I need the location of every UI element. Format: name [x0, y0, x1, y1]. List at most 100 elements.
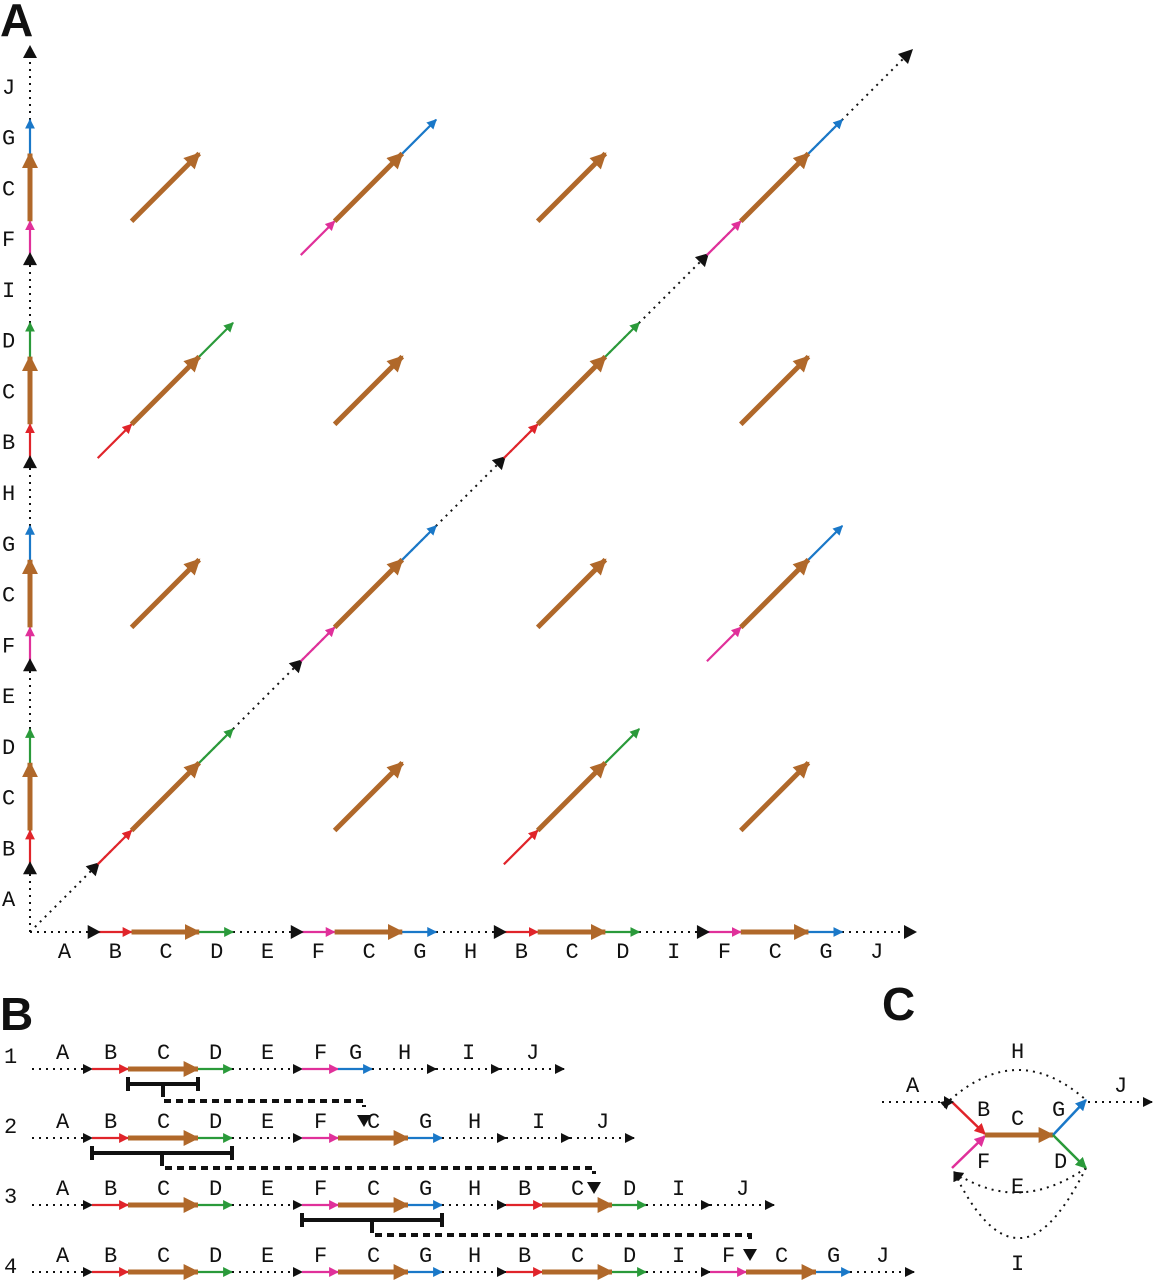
y-label-c: C	[2, 177, 15, 202]
edge-b	[951, 1101, 986, 1135]
y-label-a: A	[2, 888, 16, 913]
label-b: B	[977, 1098, 990, 1123]
row1-insert-link-insert-marker	[357, 1115, 371, 1127]
edge-g	[1052, 1099, 1087, 1136]
row4-label-e: E	[261, 1244, 274, 1269]
row-number-1: 1	[4, 1045, 17, 1070]
match-g-15-15	[807, 118, 844, 155]
match-b-1-9	[96, 423, 133, 459]
repeat-graph-panel: A B C G J H F D E I	[882, 1040, 1153, 1277]
match-c-14-14	[739, 151, 811, 223]
match-c-14-2	[739, 761, 811, 833]
x-label-g: G	[819, 940, 832, 965]
match-c-6-10	[332, 354, 405, 427]
x-axis-end-arrow	[904, 925, 917, 939]
y-label-d: D	[2, 330, 15, 355]
diagonal-junction-marker	[288, 659, 303, 674]
match-c-10-14	[535, 151, 608, 223]
match-c-2-6	[129, 557, 201, 630]
label-h: H	[1011, 1040, 1024, 1065]
x-label-g: G	[413, 940, 426, 965]
match-c-6-2	[332, 761, 405, 833]
x-label-i: I	[667, 940, 680, 965]
x-label-f: F	[312, 940, 325, 965]
diagonal-junction-marker	[694, 253, 709, 268]
diagonal-end-arrow	[898, 49, 913, 64]
y-axis-end-arrow	[23, 45, 37, 58]
x-junction-marker	[696, 925, 710, 939]
label-c: C	[1011, 1107, 1024, 1132]
label-a: A	[906, 1074, 920, 1099]
row4-label-f: F	[314, 1244, 327, 1269]
x-junction-marker	[493, 925, 507, 939]
edge-i	[953, 1167, 1087, 1240]
row1-copy-bracket	[126, 1077, 200, 1092]
row2-copy-bracket	[90, 1146, 234, 1161]
label-g: G	[1052, 1098, 1065, 1123]
match-c-14-10	[739, 354, 811, 427]
row3-insert-link-insert-marker	[743, 1249, 757, 1261]
match-b-9-9	[503, 423, 539, 459]
row4-label-g: G	[419, 1244, 432, 1269]
match-b-1-1	[96, 829, 133, 866]
y-label-g: G	[2, 533, 15, 558]
y-label-h: H	[2, 482, 15, 507]
row4-label-b: B	[104, 1244, 117, 1269]
junction-left	[944, 1096, 954, 1108]
y-label-d: D	[2, 736, 15, 761]
row1-label-a: A	[56, 1041, 70, 1066]
y-label-b: B	[2, 837, 15, 862]
match-f-5-13	[299, 220, 336, 256]
row3-label-g: G	[419, 1177, 432, 1202]
x-label-e: E	[261, 940, 274, 965]
match-c-6-14	[332, 151, 405, 223]
x-label-c: C	[159, 940, 172, 965]
row3-label-d: D	[623, 1177, 636, 1202]
row1-label-e: E	[261, 1041, 274, 1066]
row3-label-c: C	[157, 1177, 170, 1202]
row4-label-c: C	[367, 1244, 380, 1269]
edge-d	[1052, 1134, 1087, 1169]
y-label-f: F	[2, 228, 15, 253]
row3-insert-link	[370, 1226, 752, 1241]
x-label-d: D	[616, 940, 629, 965]
row4-label-a: A	[56, 1244, 70, 1269]
row3-label-h: H	[468, 1177, 481, 1202]
row2-label-j: J	[596, 1110, 609, 1135]
y-label-b: B	[2, 431, 15, 456]
match-c-10-6	[535, 557, 608, 630]
label-i: I	[1011, 1252, 1024, 1277]
row2-insert-link	[160, 1159, 596, 1174]
x-label-a: A	[58, 940, 72, 965]
y-label-g: G	[2, 127, 15, 152]
row4-label-j: J	[876, 1244, 889, 1269]
y-label-f: F	[2, 634, 15, 659]
diagonal-junction-marker	[491, 456, 506, 471]
row3-label-c: C	[367, 1177, 380, 1202]
row3-label-j: J	[736, 1177, 749, 1202]
edge-f	[951, 1135, 986, 1169]
row4-label-c: C	[775, 1244, 788, 1269]
x-label-b: B	[515, 940, 528, 965]
row3-label-b: B	[518, 1177, 531, 1202]
recombination-rows-panel: 1 2 3 4 A B C D E F G H I JA B C D E F C G H I JA B C D E F C G H B C…	[4, 1041, 915, 1280]
match-f-13-13	[706, 220, 742, 256]
match-g-7-15	[401, 118, 437, 155]
row-number-4: 4	[4, 1255, 17, 1280]
match-d-11-11	[604, 321, 641, 358]
row1-label-g: G	[349, 1041, 362, 1066]
x-label-c: C	[769, 940, 782, 965]
y-label-e: E	[2, 685, 15, 710]
diagonal-junction-marker	[85, 862, 100, 877]
x-label-d: D	[210, 940, 223, 965]
y-label-i: I	[2, 279, 15, 304]
y-label-c: C	[2, 787, 15, 812]
edge-h	[939, 1069, 1087, 1110]
x-junction-marker	[290, 925, 304, 939]
row2-label-d: D	[209, 1110, 222, 1135]
row3-copy-bracket	[300, 1213, 444, 1228]
row4-label-d: D	[623, 1244, 636, 1269]
row2-label-h: H	[468, 1110, 481, 1135]
panel-label-b: B	[0, 988, 33, 1040]
